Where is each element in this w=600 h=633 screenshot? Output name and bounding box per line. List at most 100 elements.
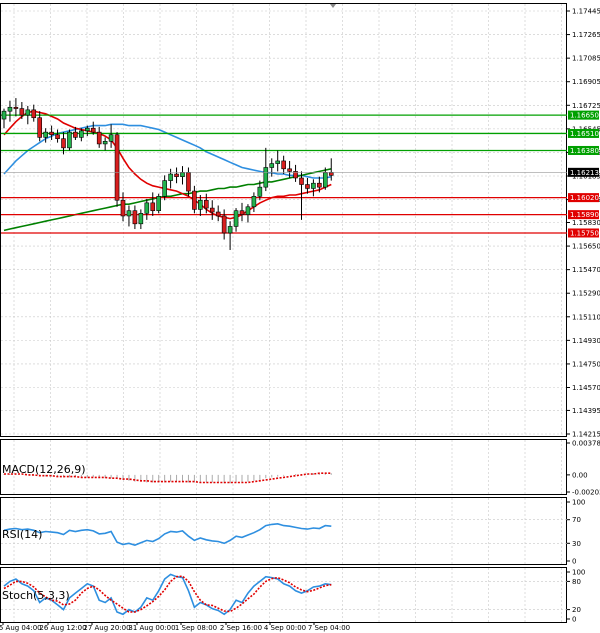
candle xyxy=(73,126,78,140)
candle xyxy=(281,155,286,175)
candle xyxy=(67,129,72,151)
level-tag xyxy=(568,228,599,238)
candle xyxy=(174,167,179,184)
macd-label: MACD(12,26,9) xyxy=(2,463,86,476)
candle xyxy=(269,158,275,177)
candle xyxy=(25,105,31,125)
candle xyxy=(138,209,144,230)
rsi-tick-label: 30 xyxy=(572,540,581,548)
current-price-tag xyxy=(568,167,599,177)
bull-candle-body xyxy=(67,131,72,149)
bear-candle-body xyxy=(305,184,310,189)
price-tick-label: 1.15830 xyxy=(572,219,600,227)
rsi-line xyxy=(3,522,332,546)
candle xyxy=(144,198,150,220)
bear-candle-body xyxy=(317,182,322,188)
candle xyxy=(132,205,138,230)
candle xyxy=(239,202,245,222)
macd-tick-label: -0.002031 xyxy=(572,489,600,497)
level-tag xyxy=(568,110,599,120)
shift-marker-icon xyxy=(330,4,336,8)
price-tick-label: 1.17445 xyxy=(572,8,600,16)
candle xyxy=(293,164,298,182)
level-tag xyxy=(568,210,599,220)
candle xyxy=(49,125,54,140)
time-tick-label: 2 Sep 16:00 xyxy=(220,624,262,632)
level-tag-label: 1.16650 xyxy=(570,112,599,120)
rsi-tick-label: 0 xyxy=(572,558,576,566)
candle xyxy=(311,179,316,197)
bull-candle-body xyxy=(180,172,185,177)
bear-candle-body xyxy=(293,171,298,179)
macd-panel: 0.003781 0.00 -0.002031 xyxy=(0,439,600,497)
level-tag-label: 1.15890 xyxy=(570,211,599,219)
price-tick-label: 1.15290 xyxy=(572,290,600,298)
stoch-label: Stoch(5,3,3) xyxy=(2,589,70,602)
candle xyxy=(120,192,126,222)
bear-candle-body xyxy=(61,138,66,149)
bear-candle-body xyxy=(96,131,102,145)
bull-candle-body xyxy=(79,130,84,138)
price-tick-label: 1.15110 xyxy=(572,313,600,321)
candle xyxy=(251,192,257,213)
bull-candle-body xyxy=(322,172,328,188)
candle xyxy=(162,175,167,201)
candle xyxy=(108,124,114,148)
candle xyxy=(156,193,161,214)
candle xyxy=(198,194,203,216)
bear-candle-body xyxy=(114,134,120,201)
stoch-tick-label: 20 xyxy=(572,606,581,614)
price-tick-label: 1.14750 xyxy=(572,360,600,368)
time-tick-label: 26 Aug 12:00 xyxy=(39,624,86,632)
rsi-tick-label: 70 xyxy=(572,516,581,524)
bear-candle-body xyxy=(73,131,78,138)
bull-candle-body xyxy=(269,163,275,168)
candle xyxy=(287,160,292,178)
candle xyxy=(85,125,90,137)
candle xyxy=(227,221,233,251)
bear-candle-body xyxy=(328,172,334,176)
bull-candle-body xyxy=(126,210,132,217)
time-tick-label: 4 Sep 00:00 xyxy=(264,624,306,632)
bull-candle-body xyxy=(168,173,173,181)
bear-candle-body xyxy=(204,199,209,209)
bull-candle-body xyxy=(156,196,161,212)
current-price-label: 1.16213 xyxy=(570,169,599,177)
price-tick-label: 1.14570 xyxy=(572,384,600,392)
level-tag xyxy=(568,193,599,203)
bull-candle-body xyxy=(257,186,263,197)
level-tag-label: 1.15750 xyxy=(570,229,599,237)
panel-frame xyxy=(0,439,567,495)
bull-candle-body xyxy=(1,110,7,120)
price-tick-label: 1.17265 xyxy=(572,31,600,39)
price-tick-label: 1.16725 xyxy=(572,102,600,110)
bear-candle-body xyxy=(281,160,286,170)
candle xyxy=(180,166,185,185)
price-tick-label: 1.15470 xyxy=(572,266,600,274)
bear-candle-body xyxy=(150,202,156,212)
bull-candle-body xyxy=(251,196,257,208)
candle xyxy=(263,147,269,192)
macd-tick-label: 0.003781 xyxy=(572,440,600,448)
price-tick-label: 1.14395 xyxy=(572,407,600,415)
candle xyxy=(221,209,227,240)
bull-candle-body xyxy=(275,160,281,164)
rsi-tick-label: 100 xyxy=(572,499,585,507)
candle xyxy=(31,104,37,122)
bear-candle-body xyxy=(132,210,138,225)
candle xyxy=(150,192,156,216)
stoch-signal-line xyxy=(3,575,332,613)
time-tick-label: 7 Sep 04:00 xyxy=(308,624,350,632)
bull-candle-body xyxy=(43,131,48,138)
candle xyxy=(43,128,48,143)
panel-frame xyxy=(0,567,567,623)
price-tick-label: 1.17085 xyxy=(572,55,600,63)
level-tag-label: 1.16020 xyxy=(570,194,599,202)
bear-candle-body xyxy=(221,215,227,234)
bear-candle-body xyxy=(90,127,96,133)
stoch-main-line xyxy=(3,573,332,616)
candle xyxy=(79,128,84,142)
bull-candle-body xyxy=(233,210,239,227)
bear-candle-body xyxy=(239,210,245,215)
